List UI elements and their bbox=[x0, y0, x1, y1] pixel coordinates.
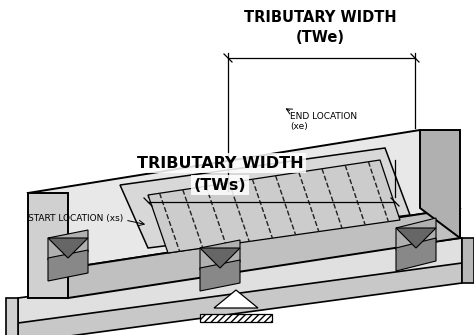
Polygon shape bbox=[48, 230, 88, 260]
Polygon shape bbox=[120, 148, 410, 248]
Polygon shape bbox=[420, 130, 460, 238]
Polygon shape bbox=[396, 218, 436, 250]
Polygon shape bbox=[214, 290, 258, 308]
Text: TRIBUTARY WIDTH: TRIBUTARY WIDTH bbox=[137, 155, 303, 171]
Polygon shape bbox=[18, 263, 462, 335]
Polygon shape bbox=[200, 240, 240, 270]
Text: END LOCATION: END LOCATION bbox=[290, 112, 357, 121]
Polygon shape bbox=[6, 298, 18, 335]
Polygon shape bbox=[48, 238, 88, 258]
Polygon shape bbox=[28, 130, 460, 268]
Text: (TWe): (TWe) bbox=[295, 30, 345, 45]
Polygon shape bbox=[18, 238, 462, 325]
Text: (TWs): (TWs) bbox=[194, 178, 246, 193]
Polygon shape bbox=[148, 160, 400, 253]
Polygon shape bbox=[396, 238, 436, 271]
Text: START LOCATION (xs): START LOCATION (xs) bbox=[28, 213, 123, 222]
Polygon shape bbox=[28, 193, 68, 298]
Polygon shape bbox=[68, 208, 460, 298]
Polygon shape bbox=[462, 238, 474, 283]
Polygon shape bbox=[396, 228, 436, 248]
Polygon shape bbox=[200, 260, 240, 291]
Polygon shape bbox=[48, 250, 88, 281]
Text: (xe): (xe) bbox=[290, 122, 308, 131]
Polygon shape bbox=[200, 248, 240, 268]
Text: TRIBUTARY WIDTH: TRIBUTARY WIDTH bbox=[244, 10, 396, 25]
Polygon shape bbox=[200, 314, 272, 322]
